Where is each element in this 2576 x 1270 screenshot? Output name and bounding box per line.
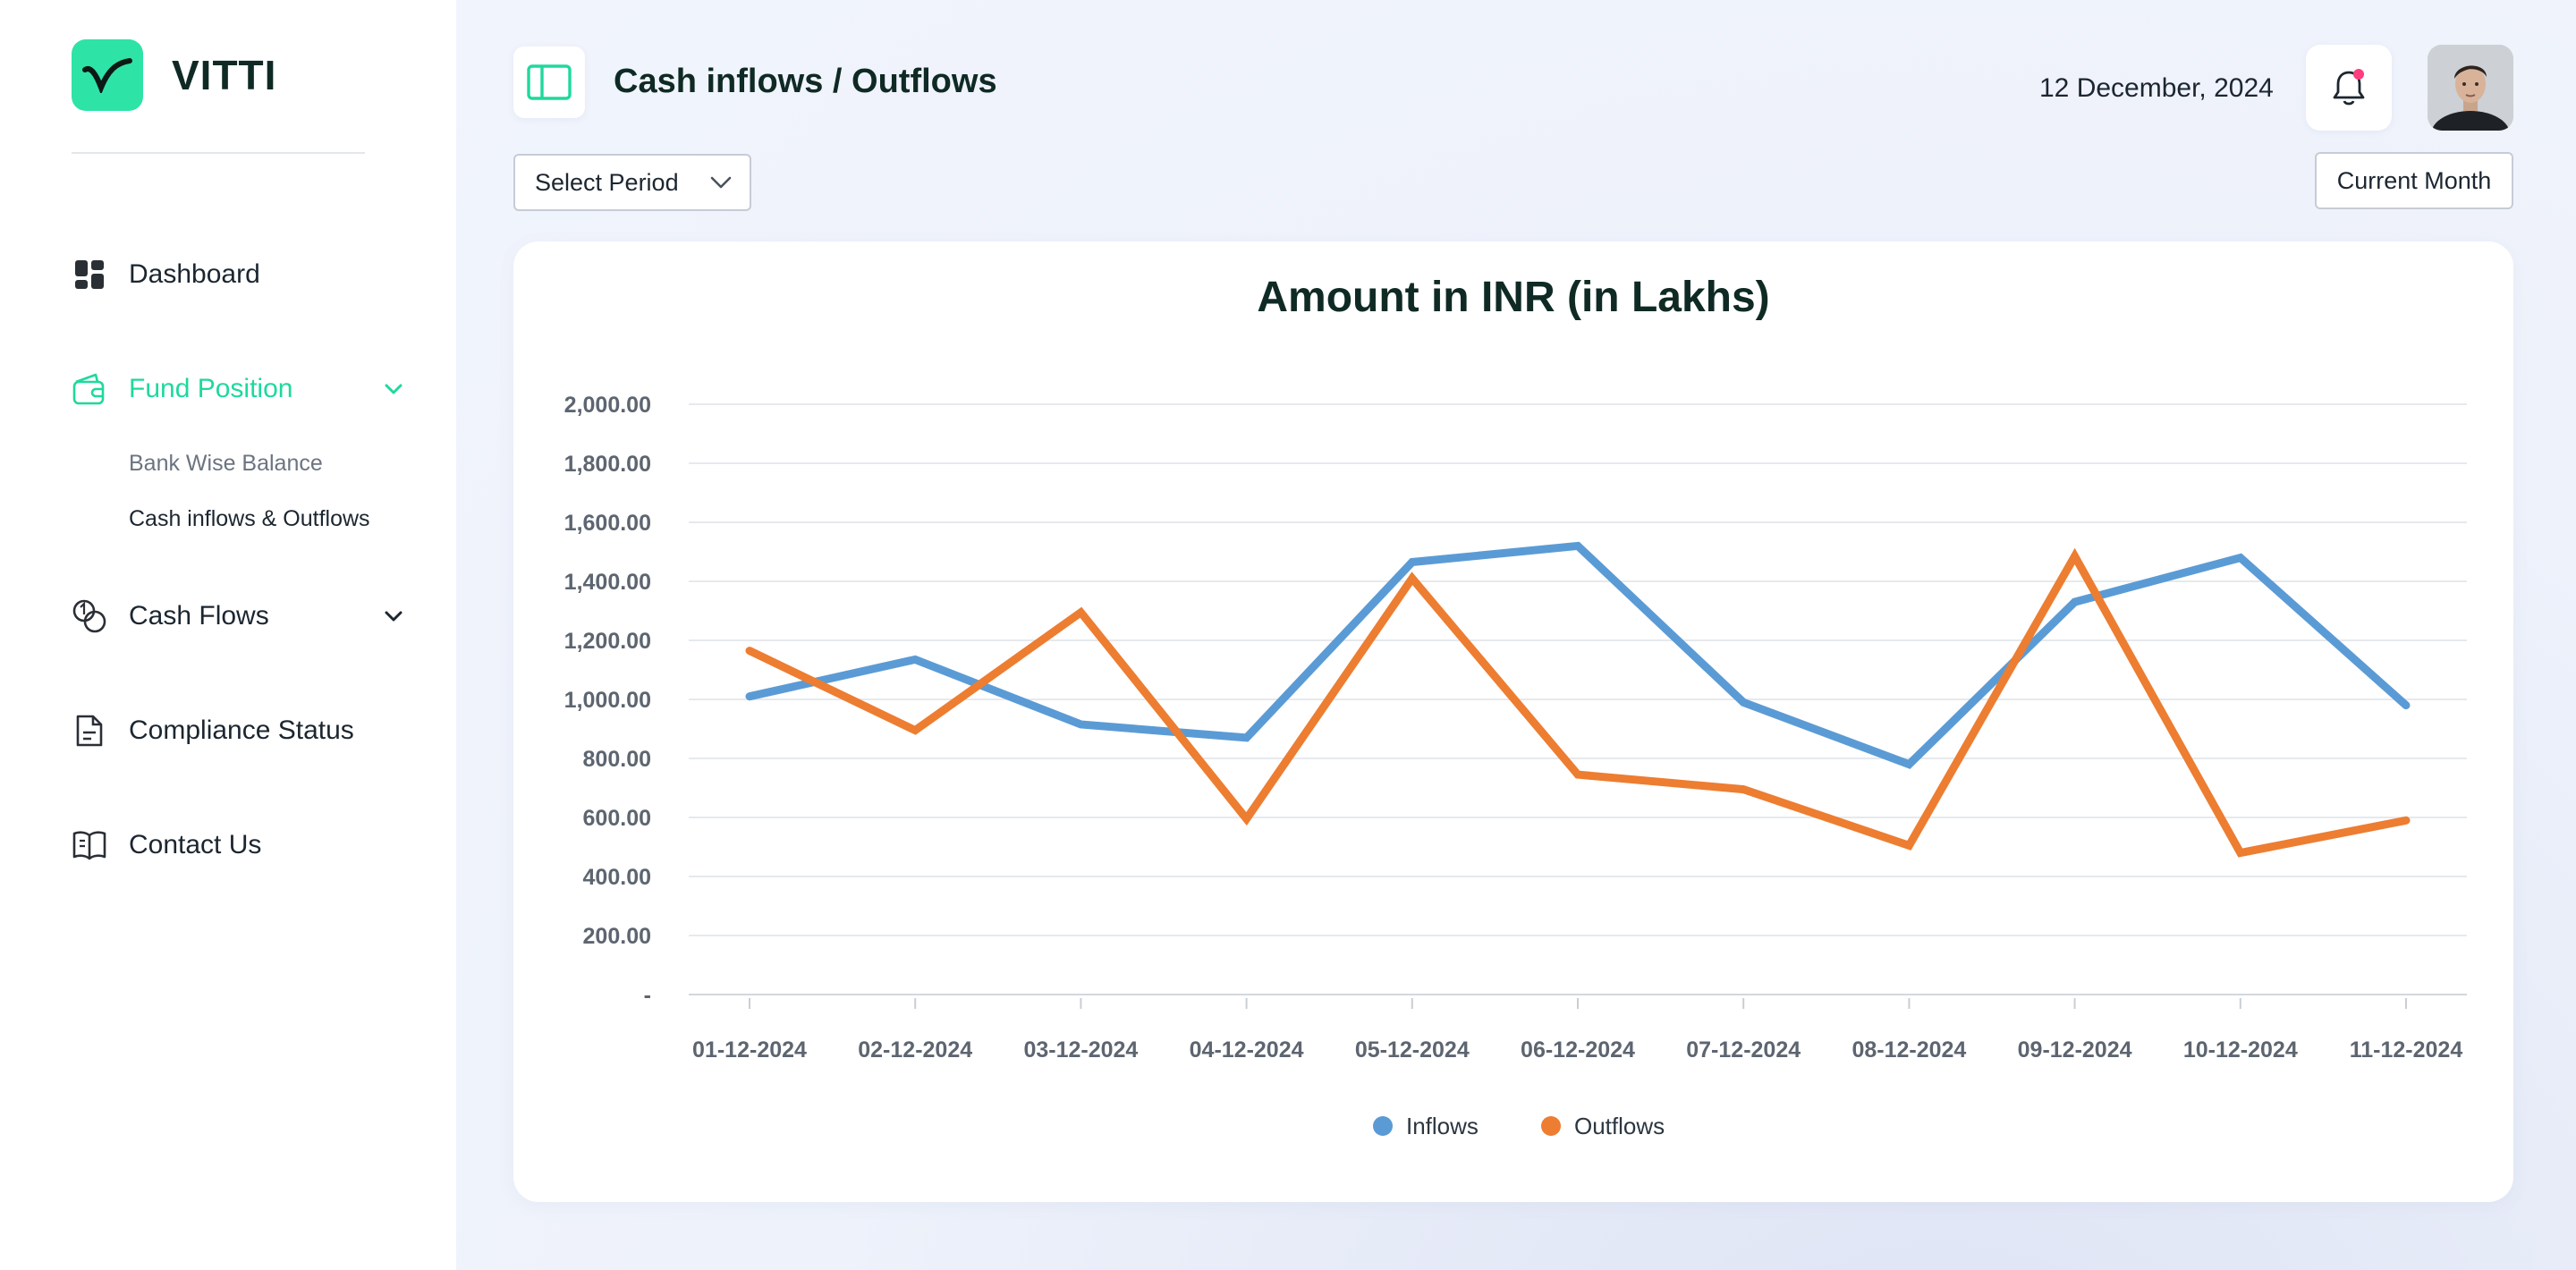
nav-item-contact-us[interactable]: Contact Us	[72, 823, 411, 868]
bell-icon	[2333, 69, 2365, 106]
x-tick-label: 10-12-2024	[2183, 1037, 2298, 1063]
nav-label: Contact Us	[129, 830, 262, 859]
nav-label: Fund Position	[129, 374, 293, 403]
nav-item-compliance-status[interactable]: Compliance Status	[72, 708, 411, 753]
x-tick-label: 01-12-2024	[692, 1037, 807, 1063]
chevron-down-icon[interactable]	[376, 598, 411, 634]
x-tick-label: 03-12-2024	[1023, 1037, 1138, 1063]
y-tick-label: -	[644, 983, 651, 1008]
period-select[interactable]: Select Period	[513, 154, 751, 211]
x-tick-label: 05-12-2024	[1355, 1037, 1470, 1063]
brand-name: VITTI	[172, 52, 277, 98]
nav-item-dashboard[interactable]: Dashboard	[72, 252, 411, 297]
series-line-outflows	[745, 547, 2411, 858]
series-line-inflows	[745, 541, 2411, 769]
avatar[interactable]	[2428, 45, 2513, 131]
x-tick-label: 06-12-2024	[1521, 1037, 1635, 1063]
x-tick-label: 08-12-2024	[1852, 1037, 1966, 1063]
current-date: 12 December, 2024	[2039, 73, 2274, 103]
y-tick-label: 400.00	[583, 865, 651, 890]
y-tick-label: 600.00	[583, 806, 651, 831]
nav-label: Compliance Status	[129, 715, 354, 745]
vitti-logo-icon	[72, 39, 143, 111]
nav-item-cash-flows[interactable]: Cash Flows	[72, 594, 411, 639]
wallet-icon	[72, 371, 107, 407]
nav-item-fund-position[interactable]: Fund Position	[72, 367, 411, 411]
chart-title: Amount in INR (in Lakhs)	[1257, 274, 1769, 321]
x-tick-label: 04-12-2024	[1190, 1037, 1304, 1063]
page-title: Cash inflows / Outflows	[614, 63, 997, 100]
notification-button[interactable]	[2306, 45, 2392, 131]
chevron-down-icon[interactable]	[376, 371, 411, 407]
period-select-value: Select Period	[535, 168, 679, 196]
y-tick-label: 800.00	[583, 747, 651, 772]
line-chart: Amount in INR (in Lakhs) - 200.00 400.00 600…	[564, 274, 2467, 1139]
sidebar: VITTI Dashboard Fund Position Bank	[0, 0, 456, 1270]
user-avatar-icon	[2428, 45, 2513, 131]
main-content: Cash inflows / Outflows 12 December, 202…	[456, 0, 2576, 1270]
x-tick-label: 02-12-2024	[858, 1037, 972, 1063]
chevron-down-icon	[707, 168, 735, 203]
sidebar-toggle-icon	[527, 64, 572, 100]
y-tick-label: 200.00	[583, 924, 651, 949]
sub-item-cash-inflows-outflows[interactable]: Cash inflows & Outflows	[129, 506, 370, 531]
divider	[72, 152, 365, 154]
book-icon	[72, 827, 107, 863]
brand[interactable]: VITTI	[72, 39, 276, 111]
legend-label: Outflows	[1574, 1113, 1665, 1139]
x-tick-label: 07-12-2024	[1686, 1037, 1801, 1063]
sub-item-bank-wise-balance[interactable]: Bank Wise Balance	[129, 451, 323, 476]
current-month-button[interactable]: Current Month	[2315, 152, 2513, 209]
x-tick-label: 11-12-2024	[2350, 1037, 2463, 1063]
coins-icon	[72, 598, 107, 634]
x-tick-label: 09-12-2024	[2018, 1037, 2132, 1063]
y-tick-label: 1,000.00	[564, 688, 651, 713]
legend-marker-inflows	[1373, 1116, 1393, 1136]
chart-card: Amount in INR (in Lakhs) - 200.00 400.00 600…	[513, 241, 2513, 1202]
y-tick-label: 1,200.00	[564, 629, 651, 654]
y-tick-label: 1,400.00	[564, 570, 651, 595]
y-tick-label: 2,000.00	[564, 393, 651, 418]
y-tick-label: 1,600.00	[564, 511, 651, 536]
dashboard-icon	[72, 257, 107, 292]
sidebar-toggle-button[interactable]	[513, 47, 585, 118]
document-icon	[72, 713, 107, 749]
nav-label: Cash Flows	[129, 601, 269, 631]
nav-label: Dashboard	[129, 259, 260, 289]
legend-marker-outflows	[1541, 1116, 1561, 1136]
legend-label: Inflows	[1406, 1113, 1479, 1139]
y-tick-label: 1,800.00	[564, 452, 651, 477]
